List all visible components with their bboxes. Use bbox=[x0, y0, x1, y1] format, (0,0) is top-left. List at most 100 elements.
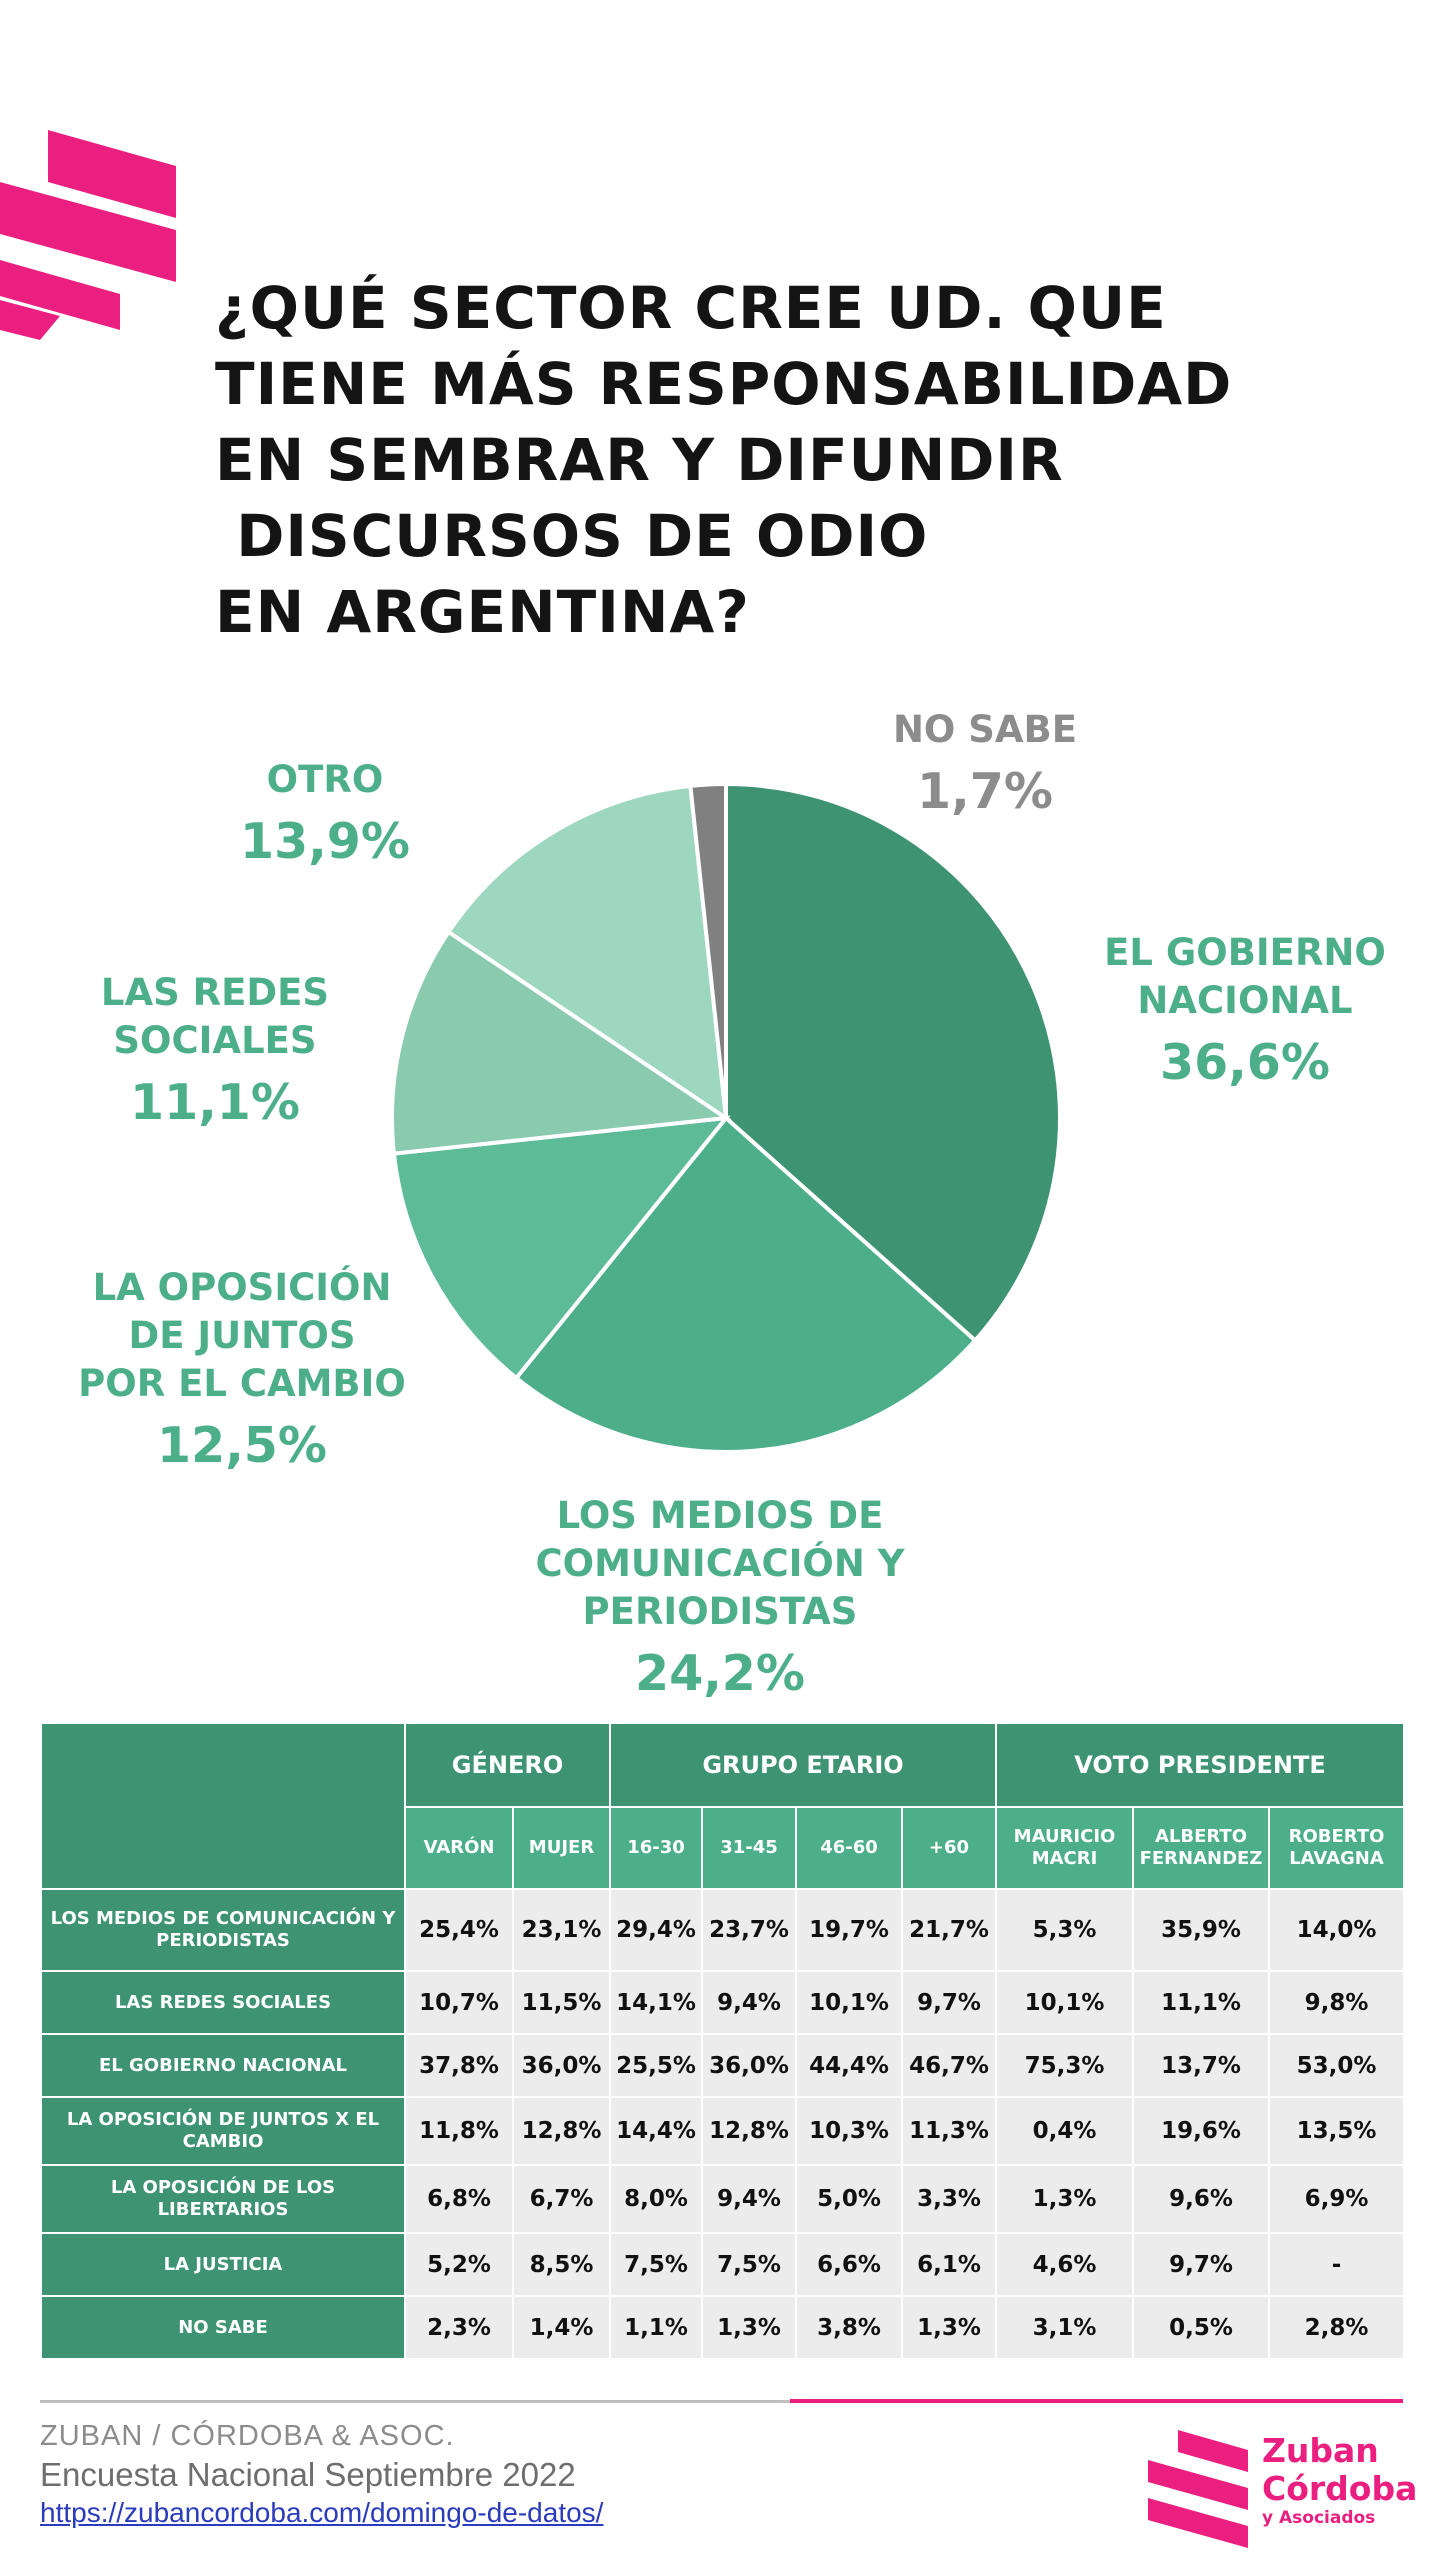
table-cell: 9,4% bbox=[701, 1970, 797, 2035]
column-header: +60 bbox=[901, 1806, 997, 1890]
pie-slice bbox=[390, 929, 732, 1156]
table-cell: 3,3% bbox=[901, 2164, 997, 2234]
table-cell: 75,3% bbox=[995, 2033, 1134, 2098]
row-label: LA JUSTICIA bbox=[40, 2232, 406, 2297]
table-row: LOS MEDIOS DE COMUNICACIÓN Y PERIODISTAS… bbox=[40, 1888, 1406, 1972]
pie-value-label: 12,5% bbox=[157, 1417, 327, 1474]
table-cell: 44,4% bbox=[795, 2033, 903, 2098]
table-cell: 11,3% bbox=[901, 2096, 997, 2166]
row-label: NO SABE bbox=[40, 2295, 406, 2360]
table-cell: 5,2% bbox=[404, 2232, 514, 2297]
table-cell: 4,6% bbox=[995, 2232, 1134, 2297]
pie-value-label: 1,7% bbox=[917, 763, 1053, 820]
table-cell: 35,9% bbox=[1132, 1888, 1270, 1972]
group-header: GRUPO ETARIO bbox=[609, 1722, 997, 1808]
pie-label: NO SABE bbox=[893, 708, 1077, 751]
table-cell: 23,1% bbox=[512, 1888, 611, 1972]
table-cell: - bbox=[1267, 2232, 1406, 2297]
column-header: ALBERTO FERNANDEZ bbox=[1132, 1806, 1270, 1890]
survey-name: Encuesta Nacional Septiembre 2022 bbox=[40, 2456, 576, 2493]
pie-value-label: 36,6% bbox=[1160, 1034, 1330, 1091]
table-cell: 9,4% bbox=[701, 2164, 797, 2234]
table-cell: 1,3% bbox=[701, 2295, 797, 2360]
table-cell: 6,7% bbox=[512, 2164, 611, 2234]
pie-slice bbox=[688, 781, 728, 1119]
brand-line: Córdoba bbox=[1262, 2469, 1418, 2508]
table-cell: 11,8% bbox=[404, 2096, 514, 2166]
table-row: LA OPOSICIÓN DE JUNTOS X EL CAMBIO 11,8% 1… bbox=[40, 2096, 1406, 2166]
column-header: 16-30 bbox=[609, 1806, 703, 1890]
table-cell: 7,5% bbox=[609, 2232, 703, 2297]
table-cell: 10,1% bbox=[795, 1970, 903, 2035]
table-cell: 6,9% bbox=[1267, 2164, 1406, 2234]
table-cell: 0,5% bbox=[1132, 2295, 1270, 2360]
column-header: MUJER bbox=[512, 1806, 611, 1890]
table-cell: 23,7% bbox=[701, 1888, 797, 1972]
pie-slice bbox=[445, 783, 729, 1123]
pie-value-label: 24,2% bbox=[635, 1645, 805, 1700]
pie-label: OTRO bbox=[267, 758, 384, 801]
table-cell: 36,0% bbox=[512, 2033, 611, 2098]
brand-stripes-logo bbox=[0, 130, 176, 340]
table-cell: 11,5% bbox=[512, 1970, 611, 2035]
column-header: 31-45 bbox=[701, 1806, 797, 1890]
title-line: EN SEMBRAR Y DIFUNDIR bbox=[215, 426, 1064, 494]
table-cell: 7,5% bbox=[701, 2232, 797, 2297]
row-label: EL GOBIERNO NACIONAL bbox=[40, 2033, 406, 2098]
table-cell: 36,0% bbox=[701, 2033, 797, 2098]
table-cell: 9,8% bbox=[1267, 1970, 1406, 2035]
pie-label: COMUNICACIÓN Y bbox=[535, 1541, 905, 1585]
pie-label: DE JUNTOS bbox=[129, 1314, 356, 1357]
footer-divider-accent bbox=[790, 2399, 1403, 2403]
table-cell: 2,3% bbox=[404, 2295, 514, 2360]
column-header: 46-60 bbox=[795, 1806, 903, 1890]
table-cell: 3,8% bbox=[795, 2295, 903, 2360]
table-cell: 10,3% bbox=[795, 2096, 903, 2166]
table-cell: 12,8% bbox=[512, 2096, 611, 2166]
table-cell: 8,5% bbox=[512, 2232, 611, 2297]
table-cell: 9,7% bbox=[901, 1970, 997, 2035]
group-header: GÉNERO bbox=[404, 1722, 611, 1808]
table-cell: 14,1% bbox=[609, 1970, 703, 2035]
table-corner bbox=[40, 1722, 406, 1890]
table-row: LA OPOSICIÓN DE LOS LIBERTARIOS 6,8% 6,7% 8… bbox=[40, 2164, 1406, 2234]
table-cell: 1,4% bbox=[512, 2295, 611, 2360]
table-row: LA JUSTICIA 5,2% 8,5% 7,5% 7,5% 6,6% 6,1% 4,6% 9… bbox=[40, 2232, 1406, 2297]
row-label: LOS MEDIOS DE COMUNICACIÓN Y PERIODISTAS bbox=[40, 1888, 406, 1972]
table-cell: 21,7% bbox=[901, 1888, 997, 1972]
brand-line: y Asociados bbox=[1262, 2508, 1376, 2528]
table-cell: 9,6% bbox=[1132, 2164, 1270, 2234]
pie-label: LOS MEDIOS DE bbox=[557, 1494, 884, 1537]
source-link[interactable]: https://zubancordoba.com/domingo-de-dato… bbox=[40, 2497, 604, 2528]
table-cell: 19,7% bbox=[795, 1888, 903, 1972]
table-cell: 13,5% bbox=[1267, 2096, 1406, 2166]
table-cell: 14,4% bbox=[609, 2096, 703, 2166]
footer-divider bbox=[40, 2400, 1403, 2403]
pie-label: PERIODISTAS bbox=[583, 1590, 858, 1633]
pie-slice bbox=[724, 781, 1062, 1344]
table-cell: 8,0% bbox=[609, 2164, 703, 2234]
title-line: DISCURSOS DE ODIO bbox=[215, 502, 929, 570]
row-label: LAS REDES SOCIALES bbox=[40, 1970, 406, 2035]
table-cell: 5,3% bbox=[995, 1888, 1134, 1972]
table-cell: 46,7% bbox=[901, 2033, 997, 2098]
pie-slice bbox=[513, 1115, 978, 1454]
table-cell: 1,3% bbox=[995, 2164, 1134, 2234]
table-cell: 37,8% bbox=[404, 2033, 514, 2098]
crosstab-table: GÉNERO GRUPO ETARIO VOTO PRESIDENTE VARÓ… bbox=[40, 1722, 1406, 2360]
brand-logo-stripes bbox=[1148, 2430, 1248, 2548]
pie-chart: EL GOBIERNO NACIONAL 36,6% LOS MEDIOS DECOM… bbox=[78, 708, 1386, 1700]
source-name: ZUBAN / CÓRDOBA & ASOC. bbox=[40, 2420, 455, 2452]
pie-slice bbox=[391, 1115, 731, 1381]
pie-label: LA OPOSICIÓN bbox=[93, 1265, 392, 1309]
table-cell: 0,4% bbox=[995, 2096, 1134, 2166]
table-cell: 6,1% bbox=[901, 2232, 997, 2297]
column-header: MAURICIO MACRI bbox=[995, 1806, 1134, 1890]
brand-logo-text: Zuban Córdoba y Asociados bbox=[1262, 2432, 1418, 2529]
table-cell: 1,3% bbox=[901, 2295, 997, 2360]
pie-label: NACIONAL bbox=[1137, 979, 1352, 1022]
table-cell: 10,7% bbox=[404, 1970, 514, 2035]
table-cell: 3,1% bbox=[995, 2295, 1134, 2360]
title-line: EN ARGENTINA? bbox=[215, 578, 750, 646]
pie-label: LAS REDES bbox=[101, 971, 329, 1014]
